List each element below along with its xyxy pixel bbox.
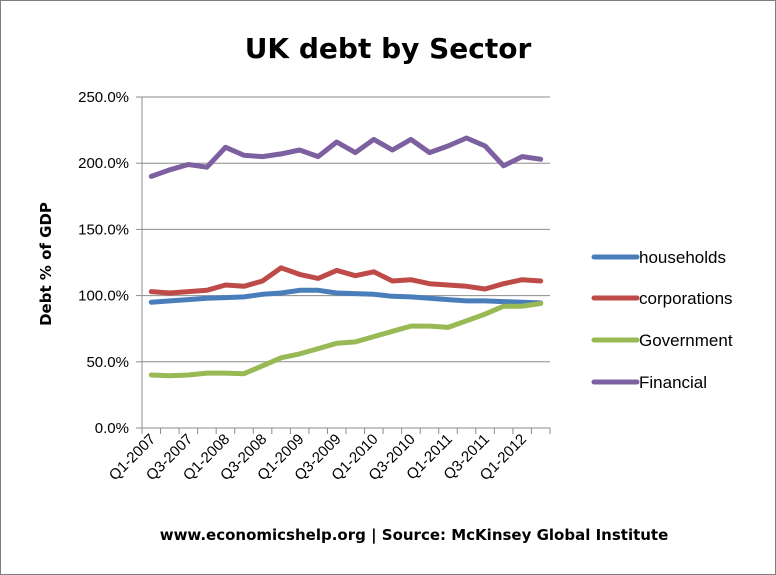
chart-title: UK debt by Sector (245, 32, 532, 65)
y-tick-label: 150.0% (78, 221, 129, 238)
y-axis-ticks: 0.0% 50.0% 100.0% 150.0% 200.0% 250.0% (78, 89, 142, 437)
legend: households corporations Government Financia… (591, 248, 733, 392)
y-axis-label: Debt % of GDP (37, 202, 55, 326)
y-tick-label: 250.0% (78, 89, 129, 106)
series-line-financial (148, 135, 544, 179)
legend-label: Financial (639, 373, 707, 392)
series-line-corporations (148, 265, 544, 296)
x-axis-ticks: Q1-2007Q3-2007Q1-2008Q3-2008Q1-2009Q3-20… (106, 428, 551, 484)
legend-label: households (639, 248, 726, 267)
y-tick-label: 100.0% (78, 288, 129, 305)
legend-label: corporations (639, 289, 733, 308)
y-tick-label: 200.0% (78, 155, 129, 172)
series-line-government (148, 301, 544, 379)
gridlines (142, 96, 550, 363)
y-tick-label: 50.0% (86, 354, 129, 371)
series-lines (148, 135, 544, 379)
legend-label: Government (639, 331, 733, 350)
y-tick-label: 0.0% (95, 420, 129, 437)
series-line-households (148, 287, 544, 306)
source-caption: www.economicshelp.org | Source: McKinsey… (160, 526, 669, 545)
